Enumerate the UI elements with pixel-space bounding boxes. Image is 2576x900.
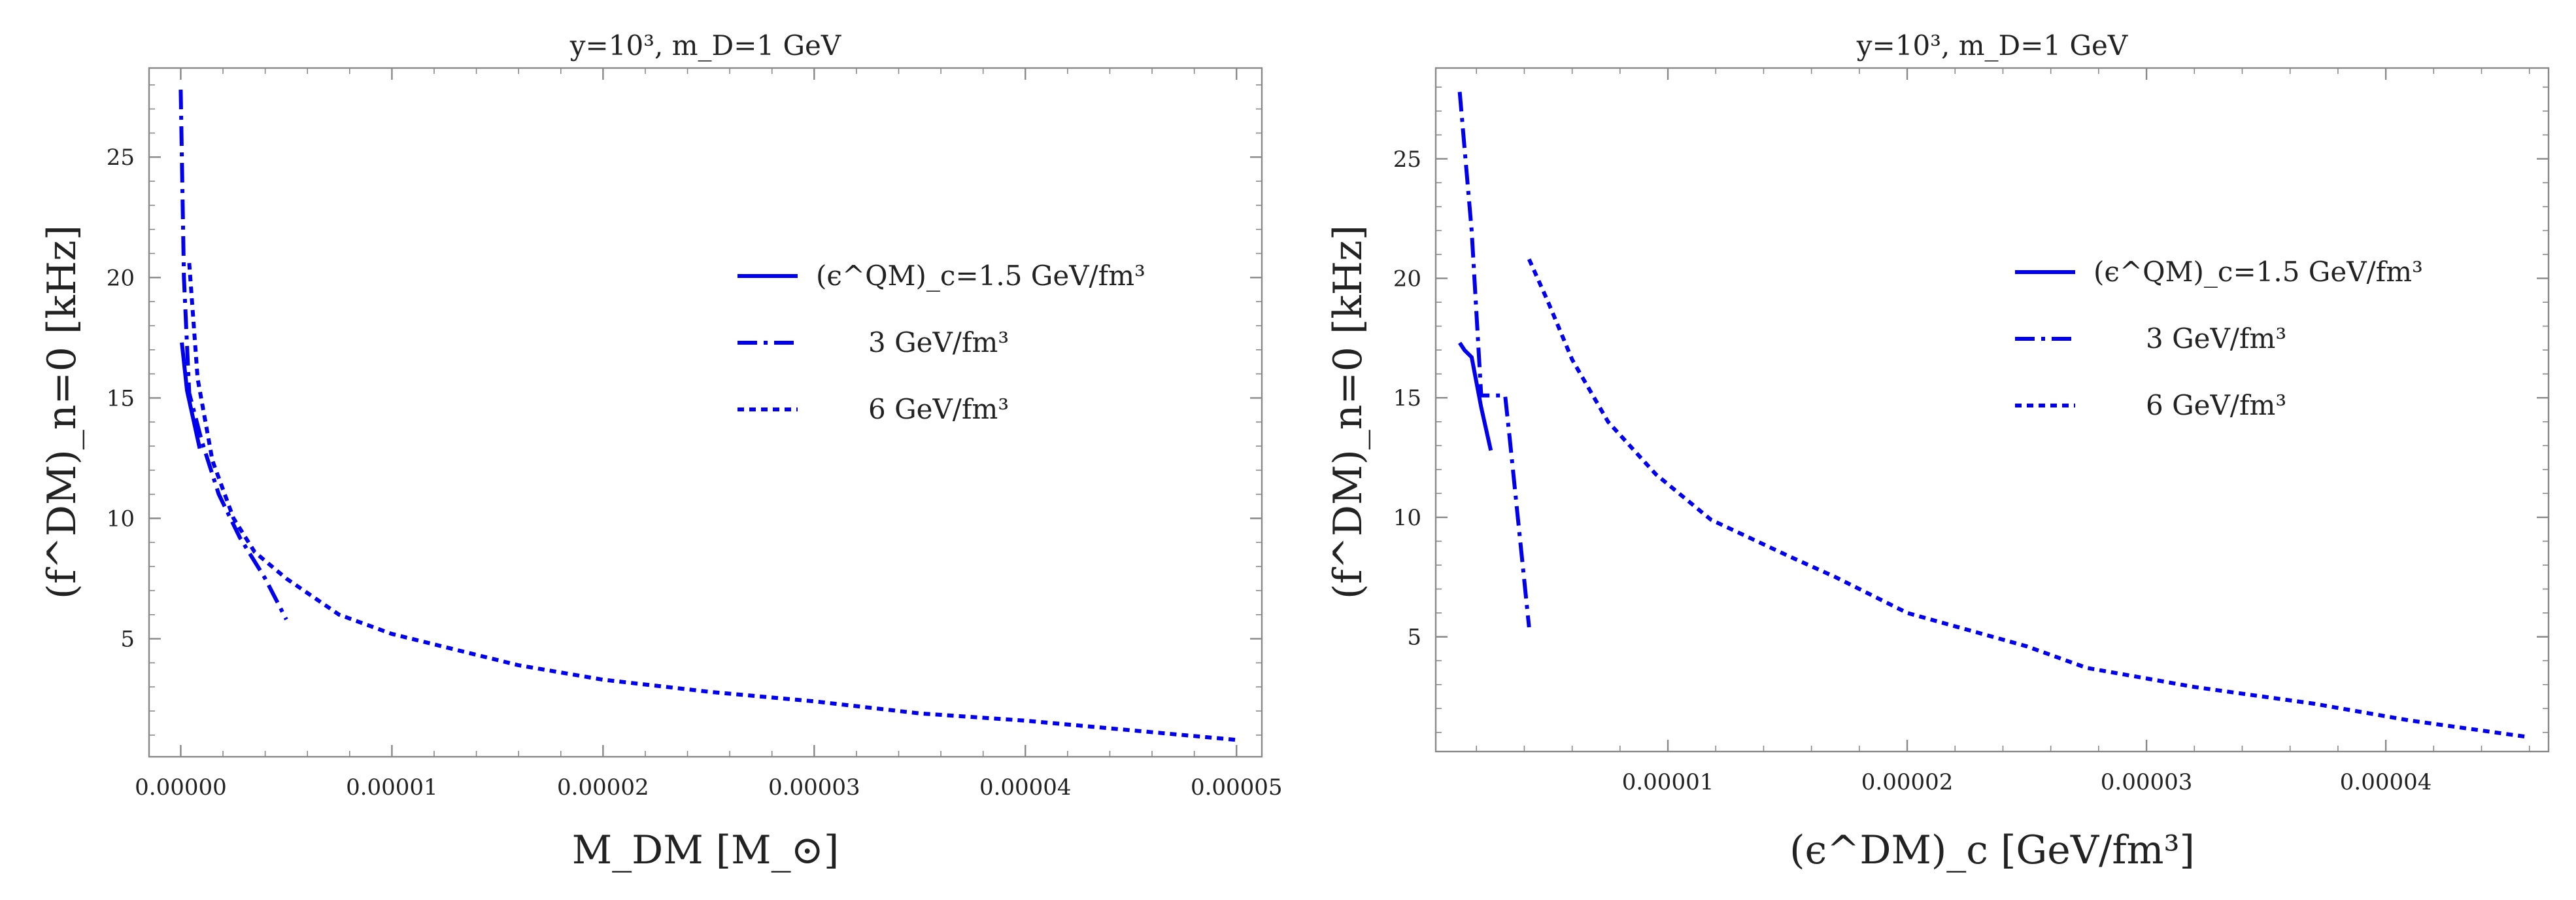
y-tick-label: 10: [1393, 505, 1421, 531]
y-tick-label: 5: [120, 627, 135, 653]
legend-label: 6 GeV/fm³: [2146, 389, 2286, 421]
x-tick-label: 0.00003: [768, 774, 860, 801]
series-line-dashdot: [1457, 92, 1531, 628]
axis-ticks: 0.00001 0.00002 0.00003 0.00004 5 10 15 20 25: [1393, 68, 2549, 795]
x-tick-label: 0.00000: [135, 774, 227, 801]
legend-label: (ϵ^QM)_c=1.5 GeV/fm³: [2093, 256, 2423, 288]
y-tick-label: 25: [1393, 147, 1421, 173]
plot-frame: [1434, 67, 2550, 753]
x-tick-label: 0.00002: [1861, 769, 1954, 795]
plot-frame: [148, 67, 1263, 758]
series-layer: [1457, 92, 2530, 740]
y-tick-label: 10: [107, 506, 135, 532]
x-tick-label: 0.00003: [2101, 769, 2193, 795]
right-chart: y=10³, m_D=1 GeV (ϵ^DM)_c [GeV/fm³] (f^D…: [1325, 29, 2550, 873]
chart-title: y=10³, m_D=1 GeV: [1856, 29, 2128, 61]
x-tick-label: 0.00004: [979, 774, 1072, 801]
series-line-dotted: [187, 262, 1237, 742]
axis-ticks: 0.00000 0.00001 0.00002 0.00003 0.00004 0.000…: [107, 68, 1283, 801]
y-tick-label: 20: [1393, 266, 1421, 292]
y-tick-label: 25: [107, 145, 135, 171]
legend-label: 3 GeV/fm³: [2146, 322, 2286, 355]
series-line-solid: [1458, 341, 1493, 451]
chart-title: y=10³, m_D=1 GeV: [569, 29, 841, 61]
legend: (ϵ^QM)_c=1.5 GeV/fm³ 3 GeV/fm³ 6 GeV/fm³: [2015, 256, 2423, 421]
x-axis-label: (ϵ^DM)_c [GeV/fm³]: [1789, 827, 2195, 873]
legend-label: (ϵ^QM)_c=1.5 GeV/fm³: [816, 260, 1145, 292]
y-tick-label: 15: [107, 385, 135, 411]
x-tick-label: 0.00004: [2340, 769, 2432, 795]
series-line-solid: [180, 342, 202, 449]
legend: (ϵ^QM)_c=1.5 GeV/fm³ 3 GeV/fm³ 6 GeV/fm³: [737, 260, 1145, 425]
y-tick-label: 5: [1407, 625, 1421, 651]
x-tick-label: 0.00001: [1622, 769, 1714, 795]
y-tick-label: 15: [1393, 385, 1421, 411]
series-line-dotted: [1527, 258, 2530, 740]
x-tick-label: 0.00002: [557, 774, 649, 801]
y-tick-label: 20: [107, 265, 135, 291]
legend-label: 6 GeV/fm³: [868, 393, 1009, 425]
legend-label: 3 GeV/fm³: [868, 326, 1009, 358]
x-tick-label: 0.00001: [346, 774, 438, 801]
y-axis-label: (f^DM)_n=0 [kHz]: [39, 225, 85, 599]
x-axis-label: M_DM [M_⊙]: [572, 827, 839, 873]
series-line-dashdot: [178, 90, 288, 621]
series-layer: [178, 90, 1237, 742]
x-tick-label: 0.00005: [1191, 774, 1283, 801]
y-axis-label: (f^DM)_n=0 [kHz]: [1325, 225, 1371, 599]
left-chart: y=10³, m_D=1 GeV M_DM [M_⊙] (f^DM)_n=0 […: [39, 29, 1283, 873]
